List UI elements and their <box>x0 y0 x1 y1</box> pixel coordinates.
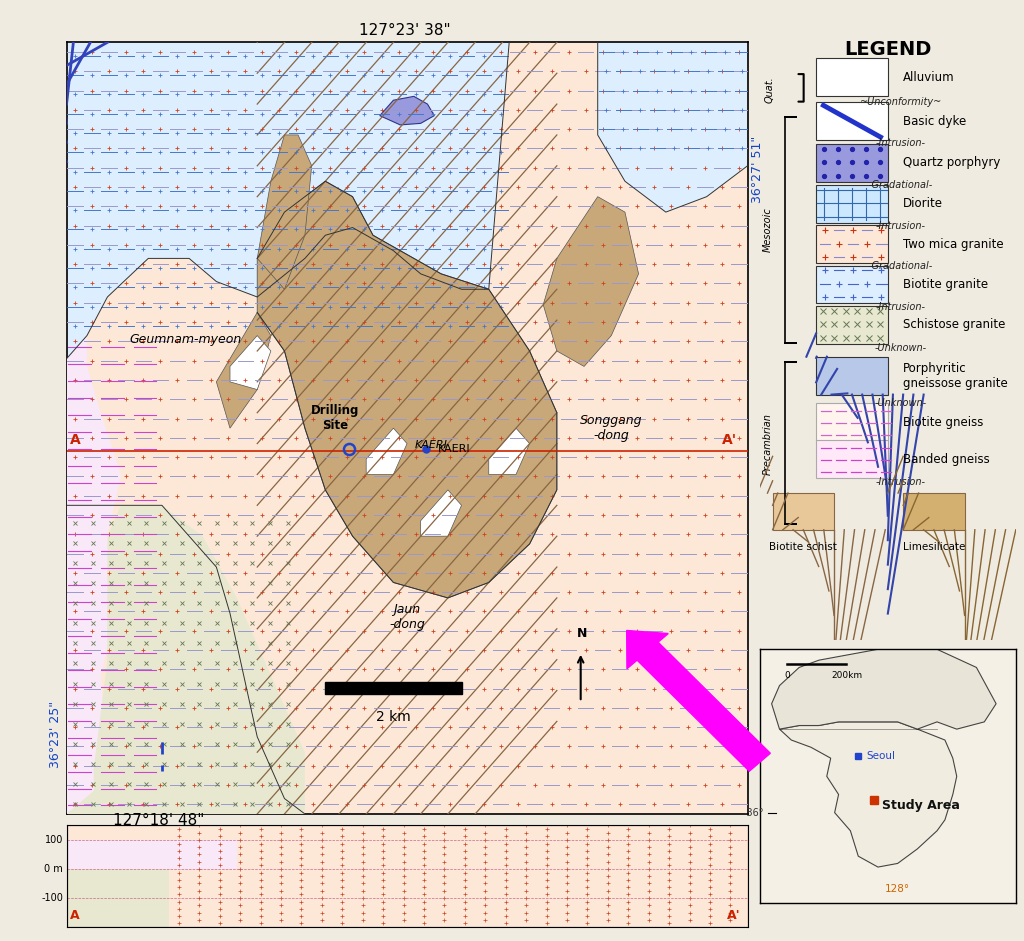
Bar <box>816 265 888 304</box>
Text: Porphyritic
gneissose granite: Porphyritic gneissose granite <box>903 361 1008 390</box>
Bar <box>816 403 888 441</box>
Text: -Intrusion-: -Intrusion- <box>876 477 926 487</box>
Bar <box>816 144 888 182</box>
Polygon shape <box>367 428 408 474</box>
Text: 200km: 200km <box>830 671 862 680</box>
Text: 128°: 128° <box>885 885 910 895</box>
Polygon shape <box>230 336 270 390</box>
Text: Diorite: Diorite <box>903 198 943 210</box>
Text: 36°27' 51": 36°27' 51" <box>751 136 764 203</box>
Text: Songgang
-dong: Songgang -dong <box>580 414 643 442</box>
Text: Quartz porphyry: Quartz porphyry <box>903 156 1000 169</box>
Text: 0 m: 0 m <box>44 864 63 874</box>
Text: A: A <box>70 909 80 922</box>
Polygon shape <box>67 336 121 814</box>
Text: Banded gneiss: Banded gneiss <box>903 453 990 466</box>
Text: 127°23' 38": 127°23' 38" <box>358 23 451 38</box>
Text: Biotite gneiss: Biotite gneiss <box>903 416 983 429</box>
Bar <box>772 493 834 530</box>
Text: A': A' <box>722 433 737 447</box>
Text: -Intrusion-: -Intrusion- <box>876 138 926 149</box>
Text: 127°18' 48": 127°18' 48" <box>113 813 205 828</box>
Polygon shape <box>598 42 748 212</box>
Text: A': A' <box>727 909 740 922</box>
Text: Drilling
Site: Drilling Site <box>311 404 359 432</box>
Bar <box>903 493 965 530</box>
Bar <box>816 184 888 223</box>
Bar <box>67 869 169 927</box>
Text: -Gradational-: -Gradational- <box>868 181 933 190</box>
Bar <box>816 440 888 478</box>
Text: -Unknown-: -Unknown- <box>874 343 927 353</box>
Polygon shape <box>216 312 270 428</box>
Text: -100: -100 <box>41 893 63 902</box>
Text: 2 km: 2 km <box>376 710 411 724</box>
Text: Geumnam-myeon: Geumnam-myeon <box>130 333 242 346</box>
Text: -Intrusion-: -Intrusion- <box>876 221 926 231</box>
Text: ~Unconformity~: ~Unconformity~ <box>859 97 942 106</box>
Text: Quat.: Quat. <box>765 76 775 103</box>
Text: Biotite schist: Biotite schist <box>769 542 838 552</box>
Text: 0: 0 <box>784 671 791 680</box>
Text: Seoul: Seoul <box>866 751 895 761</box>
Bar <box>816 357 888 394</box>
Text: Jaun
-dong: Jaun -dong <box>389 603 425 631</box>
Text: Alluvium: Alluvium <box>903 71 954 84</box>
Text: Two mica granite: Two mica granite <box>903 238 1004 250</box>
Polygon shape <box>488 428 529 474</box>
Text: LEGEND: LEGEND <box>844 40 932 59</box>
Text: A: A <box>70 433 81 447</box>
Text: Mesozoic: Mesozoic <box>763 208 772 252</box>
Polygon shape <box>380 96 434 125</box>
Text: -36°: -36° <box>743 807 764 818</box>
Text: 36°23' 25": 36°23' 25" <box>49 700 62 768</box>
Bar <box>816 58 888 96</box>
Text: Study Area: Study Area <box>882 799 959 812</box>
Text: KAERI: KAERI <box>415 440 447 450</box>
Text: KAERI: KAERI <box>437 444 470 454</box>
Text: Precambrian: Precambrian <box>763 413 772 475</box>
Text: -Unknown-: -Unknown- <box>874 398 927 408</box>
Bar <box>816 225 888 263</box>
Bar <box>67 839 237 869</box>
Polygon shape <box>94 505 305 814</box>
Text: 100: 100 <box>45 835 63 845</box>
Polygon shape <box>257 182 557 598</box>
Text: -Intrusion-: -Intrusion- <box>876 301 926 311</box>
Polygon shape <box>67 42 509 359</box>
Text: Basic dyke: Basic dyke <box>903 115 967 128</box>
Polygon shape <box>772 646 996 729</box>
Polygon shape <box>421 490 462 536</box>
Polygon shape <box>543 197 639 366</box>
Polygon shape <box>779 722 956 867</box>
Bar <box>816 306 888 343</box>
Polygon shape <box>67 520 285 814</box>
Text: N: N <box>577 628 587 641</box>
Text: Biotite granite: Biotite granite <box>903 278 988 291</box>
Polygon shape <box>257 135 311 289</box>
Text: Limesilicate: Limesilicate <box>903 542 965 552</box>
Bar <box>816 103 888 140</box>
Text: -Gradational-: -Gradational- <box>868 262 933 271</box>
Bar <box>326 682 462 694</box>
Text: Schistose granite: Schistose granite <box>903 318 1006 331</box>
